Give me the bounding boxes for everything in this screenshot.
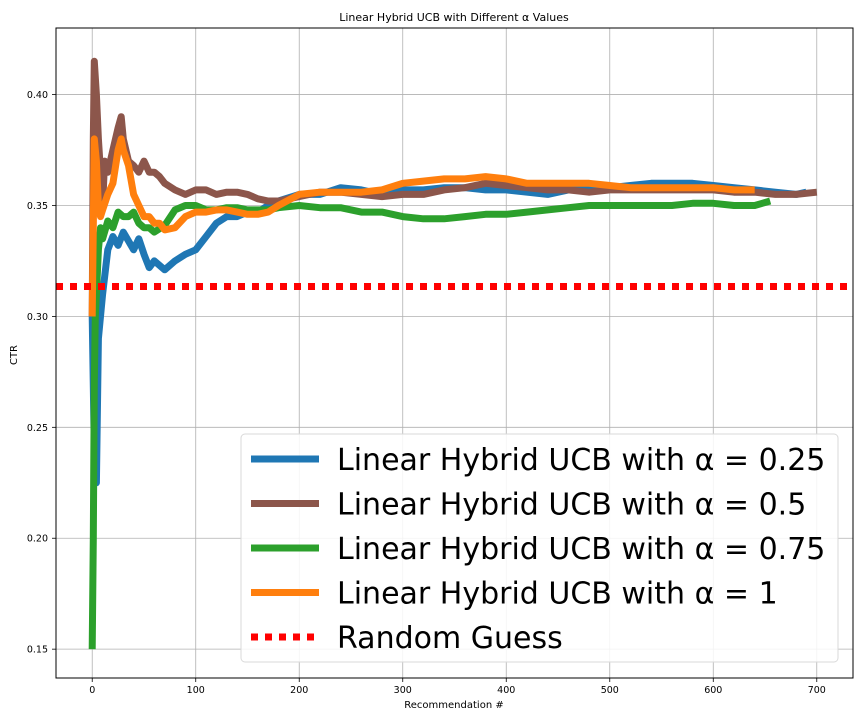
- y-tick-label: 0.30: [27, 312, 48, 323]
- legend-label: Linear Hybrid UCB with α = 0.25: [337, 443, 825, 478]
- y-axis: 0.15 0.20 0.25 0.30 0.35 0.40: [27, 90, 56, 656]
- x-tick-label: 200: [290, 685, 308, 696]
- x-tick-label: 100: [187, 685, 205, 696]
- y-tick-label: 0.40: [27, 90, 48, 101]
- y-tick-label: 0.15: [27, 645, 48, 656]
- x-tick-label: 400: [497, 685, 515, 696]
- y-tick-label: 0.25: [27, 423, 48, 434]
- series-line-3: [88, 135, 755, 317]
- y-tick-label: 0.35: [27, 201, 48, 212]
- x-tick-label: 700: [808, 685, 826, 696]
- x-axis: 0 100 200 300 400 500 600 700: [89, 678, 826, 696]
- plot-frame: [55, 27, 854, 679]
- x-tick-label: 300: [394, 685, 412, 696]
- y-tick-label: 0.20: [27, 534, 48, 545]
- chart-title: Linear Hybrid UCB with Different α Value…: [339, 11, 569, 24]
- legend-label: Linear Hybrid UCB with α = 0.75: [337, 532, 825, 567]
- x-tick-label: 0: [89, 685, 95, 696]
- x-axis-label: Recommendation #: [404, 700, 503, 711]
- legend: Linear Hybrid UCB with α = 0.25 Linear Hy…: [240, 433, 839, 663]
- x-tick-label: 500: [601, 685, 619, 696]
- x-tick-label: 600: [704, 685, 722, 696]
- series-line-2: [88, 197, 772, 650]
- legend-label: Linear Hybrid UCB with α = 1: [337, 577, 778, 612]
- legend-box: [240, 433, 839, 663]
- legend-label: Linear Hybrid UCB with α = 0.5: [337, 488, 806, 523]
- y-axis-label: CTR: [9, 345, 20, 365]
- series-lines: [56, 57, 853, 650]
- legend-label: Random Guess: [337, 621, 563, 656]
